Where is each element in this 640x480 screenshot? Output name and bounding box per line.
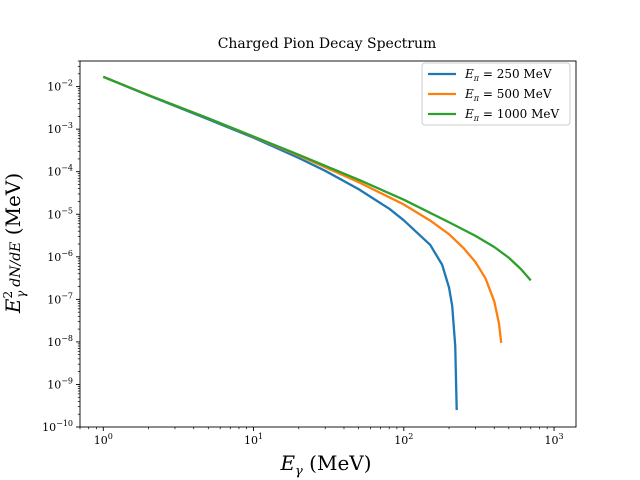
legend: Eπ = 250 MeV Eπ = 500 MeV Eπ = 1000 MeV (421, 62, 571, 126)
y-axis-label: E2γdN/dE (MeV) (1, 173, 28, 314)
x-tick-label: 102 (394, 432, 413, 447)
y-tick-label: 10−6 (47, 249, 73, 264)
x-tick-label: 103 (544, 432, 563, 447)
x-axis-label: Eγ (MeV) (279, 451, 371, 479)
legend-label-2: Eπ = 500 MeV (464, 87, 552, 103)
legend-label-3: Eπ = 1000 MeV (464, 107, 559, 123)
x-tick-label: 101 (244, 432, 263, 447)
y-tick-label: 10−8 (47, 334, 73, 349)
x-axis: 100 101 102 103 (79, 427, 564, 447)
y-tick-label: 10−2 (47, 79, 73, 94)
y-tick-label: 10−9 (47, 376, 73, 391)
svg-text:E2γdN/dE (MeV): E2γdN/dE (MeV) (1, 173, 28, 314)
y-tick-label: 10−3 (47, 121, 73, 136)
legend-box (421, 62, 571, 126)
y-tick-label: 10−7 (47, 291, 73, 306)
chart-title: Charged Pion Decay Spectrum (218, 36, 437, 52)
series-line-1 (102, 75, 458, 411)
y-tick-label: 10−5 (47, 206, 73, 221)
x-tick-label: 100 (94, 432, 113, 447)
series-line-3 (102, 75, 532, 282)
legend-label-1: Eπ = 250 MeV (464, 67, 552, 83)
y-tick-label: 10−4 (47, 164, 73, 179)
y-axis: 10−10 10−9 10−8 10−7 10−6 10−5 10−4 10−3 10−2 (42, 60, 80, 434)
y-tick-label: 10−10 (42, 419, 73, 434)
